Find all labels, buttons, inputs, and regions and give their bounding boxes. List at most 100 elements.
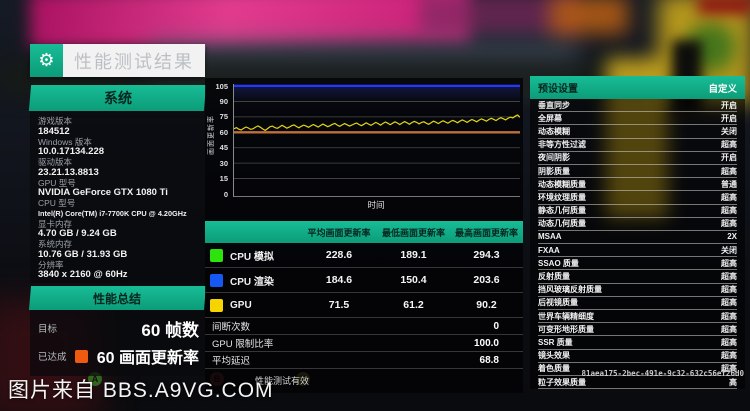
settings-header: 预设设置 自定义 (530, 76, 745, 99)
system-info-entry: 游戏版本 184512 (38, 117, 205, 138)
summary-section-header: 性能总结 (28, 286, 207, 310)
setting-row: 反射质量 超高 (538, 270, 737, 284)
gear-icon: ⚙ (30, 44, 63, 77)
setting-row: 挡风玻璃反射质量 超高 (538, 284, 737, 297)
y-tick-label: 45 (219, 143, 228, 153)
setting-label: MSAA (538, 232, 562, 242)
system-info-label: GPU 型号 (38, 177, 76, 188)
setting-value: 超高 (721, 192, 737, 202)
avg-value: 184.6 (325, 274, 353, 286)
system-info-list: 游戏版本 184512 Windows 版本 10.0.17134.228 驱动… (30, 111, 205, 283)
system-info-entry: 显卡内存 4.70 GB / 9.24 GB (38, 218, 205, 241)
setting-row: 垂直同步 开启 (538, 99, 737, 113)
target-value: 60 帧数 (141, 320, 199, 340)
setting-value: 超高 (721, 258, 737, 268)
system-info-value: 3840 x 2160 @ 60Hz (38, 269, 128, 281)
setting-value: 开启 (721, 113, 737, 123)
setting-row: FXAA 关闭 (538, 244, 737, 258)
setting-row: 动态模糊质量 普通 (538, 178, 737, 192)
backdrop-orange-glow (550, 0, 628, 34)
setting-value: 关闭 (721, 245, 737, 255)
setting-value: 超高 (721, 324, 737, 334)
settings-column: 预设设置 自定义 垂直同步 开启 全屏幕 开启 动态模糊 关闭 非等方性过滤 超… (530, 76, 745, 390)
setting-value: 开启 (721, 100, 737, 110)
setting-label: 阴影质量 (538, 166, 570, 176)
system-info-value: 23.21.13.8813 (38, 166, 99, 178)
setting-row: 可变形地形质量 超高 (538, 323, 737, 337)
setting-row: 后视镜质量 超高 (538, 297, 737, 310)
backdrop-pink-fade (420, 0, 580, 34)
setting-label: 镜头效果 (538, 351, 570, 361)
setting-value: 超高 (721, 364, 737, 374)
setting-value: 2X (727, 232, 737, 242)
y-tick-label: 15 (219, 174, 228, 184)
framerate-table-header: 平均画面更新率 最低画面更新率 最高画面更新率 (205, 221, 523, 243)
stat-row: 平均延迟 68.8 (205, 352, 523, 369)
page-title-box: ⚙ 性能测试结果 (29, 44, 207, 77)
system-column: ⚙ 性能测试结果 系统 游戏版本 184512 Windows 版本 10.0.… (28, 44, 207, 376)
setting-value: 超高 (721, 298, 737, 308)
stat-label: GPU 限制比率 (212, 339, 274, 350)
chart-plot-area (233, 84, 520, 197)
setting-value: 超高 (721, 166, 737, 176)
setting-value: 超高 (721, 285, 737, 295)
system-info-value: Intel(R) Core(TM) i7-7700K CPU @ 4.20GHz (38, 208, 187, 218)
watermark-text: 图片来自 BBS.A9VG.COM (8, 379, 274, 402)
setting-value: 超高 (721, 206, 737, 216)
setting-label: 动态模糊质量 (538, 179, 586, 189)
system-info-entry: 分辨率 3840 x 2160 @ 60Hz (38, 260, 205, 282)
y-tick-label: 0 (223, 189, 228, 199)
setting-label: 着色质量 (538, 364, 570, 374)
summary-section-title: 性能总结 (93, 291, 142, 306)
setting-label: 挡风玻璃反射质量 (538, 285, 602, 295)
setting-value: 超高 (721, 140, 737, 150)
system-info-label: 显卡内存 (38, 218, 73, 229)
setting-row: 动态模糊 关闭 (538, 125, 737, 139)
series-name-cell: CPU 渲染 (205, 273, 301, 288)
stat-value: 68.8 (479, 354, 499, 366)
stat-label: 平均延迟 (212, 356, 251, 367)
setting-row: 全屏幕 开启 (538, 112, 737, 126)
setting-row: 镜头效果 超高 (538, 350, 737, 363)
setting-row: 世界车辆精细度 超高 (538, 310, 737, 324)
setting-value: 开启 (721, 153, 737, 163)
backdrop-green-blob (686, 22, 736, 72)
achieved-label: 已达成 (38, 352, 67, 363)
page-title: 性能测试结果 (63, 44, 205, 77)
setting-row: 环境纹理质量 超高 (538, 191, 737, 205)
system-info-entry: Windows 版本 10.0.17134.228 (38, 137, 205, 159)
col-max-framerate: 最高画面更新率 (454, 227, 518, 238)
avg-value: 71.5 (328, 299, 350, 311)
stat-row: GPU 限制比率 100.0 (205, 335, 523, 352)
setting-row: 静态几何质量 超高 (538, 205, 737, 218)
setting-label: 世界车辆精细度 (538, 311, 594, 321)
setting-row: 粒子效果质量 高 (538, 376, 737, 390)
chart-y-axis-label: 画面更新率 (208, 115, 215, 155)
series-name-cell: GPU (205, 298, 301, 312)
y-tick-label: 30 (219, 158, 228, 168)
benchmark-valid-text: 性能测试有效 (255, 376, 310, 386)
setting-label: 全屏幕 (538, 113, 562, 123)
system-info-label: 系统内存 (38, 239, 73, 250)
stat-row: 间断次数 0 (205, 318, 523, 335)
summary-body: 目标 60 帧数 已达成 60 画面更新率 (30, 310, 205, 376)
y-tick-label: 75 (219, 112, 228, 122)
framerate-line-chart (234, 85, 520, 179)
backdrop-red-corner (698, 0, 750, 14)
setting-label: 动态模糊 (538, 126, 570, 136)
system-info-label: 游戏版本 (38, 116, 73, 127)
system-info-value: NVIDIA GeForce GTX 1080 Ti (38, 187, 168, 199)
setting-label: 动态几何质量 (538, 219, 586, 229)
series-name: CPU 模拟 (230, 251, 274, 263)
series-name: GPU (230, 299, 252, 311)
setting-row: 夜间阴影 开启 (538, 152, 737, 165)
system-info-value: 10.0.17134.228 (38, 146, 105, 158)
framerate-table: 平均画面更新率 最低画面更新率 最高画面更新率 CPU 模拟 228.6 189… (205, 221, 523, 387)
settings-preset-value: 自定义 (708, 83, 737, 95)
table-row: CPU 模拟 228.6 189.1 294.3 (205, 243, 523, 268)
setting-value: 普通 (721, 179, 737, 189)
setting-label: 后视镜质量 (538, 298, 578, 308)
min-value: 61.2 (403, 299, 424, 311)
setting-row: 着色质量 超高 (538, 363, 737, 376)
